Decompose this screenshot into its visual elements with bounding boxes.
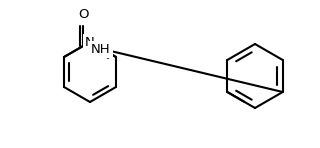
- Text: N: N: [85, 36, 95, 49]
- Text: NH: NH: [91, 43, 111, 56]
- Text: O: O: [78, 8, 88, 21]
